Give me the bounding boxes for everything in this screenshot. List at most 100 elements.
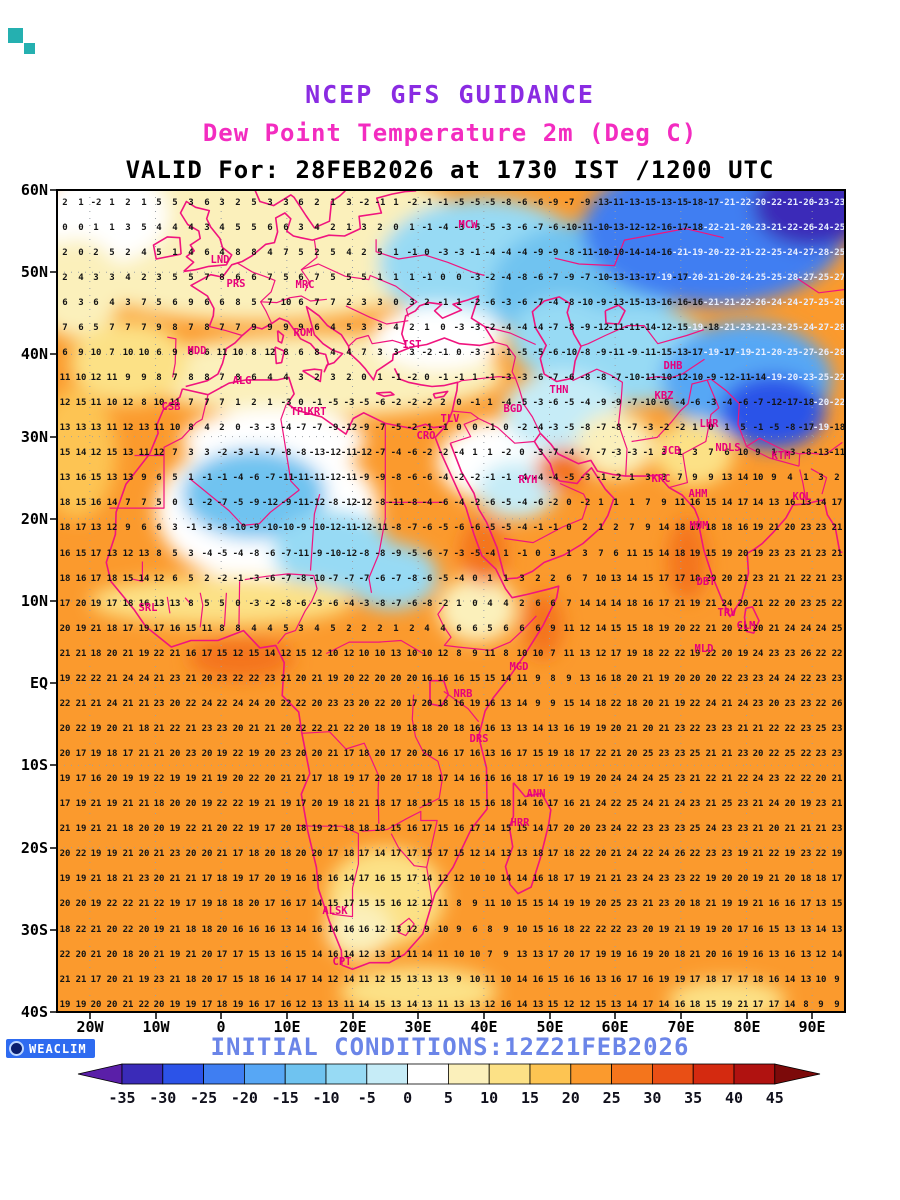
svg-text:8: 8	[156, 549, 161, 559]
svg-text:-22: -22	[829, 398, 845, 408]
svg-text:17: 17	[233, 849, 244, 859]
svg-text:-10: -10	[561, 223, 577, 233]
svg-text:11: 11	[517, 674, 528, 684]
svg-text:-12: -12	[356, 498, 372, 508]
svg-text:13: 13	[533, 1000, 544, 1010]
svg-text:15: 15	[627, 624, 638, 634]
svg-text:20: 20	[422, 699, 433, 709]
svg-text:20: 20	[312, 699, 323, 709]
svg-text:22: 22	[76, 674, 87, 684]
svg-text:13: 13	[501, 699, 512, 709]
svg-text:-2: -2	[611, 473, 622, 483]
weaclim-logo-text: WEACLIM	[29, 1041, 87, 1056]
svg-text:13: 13	[438, 975, 449, 985]
svg-text:21: 21	[76, 975, 87, 985]
svg-text:22: 22	[233, 824, 244, 834]
svg-text:21: 21	[170, 649, 181, 659]
svg-text:-2: -2	[501, 448, 512, 458]
svg-text:17: 17	[91, 574, 102, 584]
svg-text:-13: -13	[640, 298, 656, 308]
svg-text:23: 23	[328, 699, 339, 709]
svg-text:22: 22	[690, 874, 701, 884]
svg-text:21: 21	[832, 799, 843, 809]
svg-text:-21: -21	[735, 248, 751, 258]
svg-text:13: 13	[580, 649, 591, 659]
svg-text:70E: 70E	[667, 1018, 694, 1036]
svg-text:-6: -6	[548, 398, 559, 408]
svg-text:0: 0	[172, 498, 177, 508]
svg-text:18: 18	[107, 874, 118, 884]
svg-text:1: 1	[93, 223, 98, 233]
svg-text:9: 9	[550, 624, 555, 634]
svg-text:17: 17	[580, 950, 591, 960]
svg-text:5: 5	[172, 273, 177, 283]
svg-text:-2: -2	[359, 198, 370, 208]
svg-text:-15: -15	[624, 298, 640, 308]
svg-text:8: 8	[204, 323, 209, 333]
svg-text:9: 9	[456, 975, 461, 985]
svg-text:20E: 20E	[339, 1018, 366, 1036]
svg-text:18: 18	[643, 649, 654, 659]
svg-text:-8: -8	[501, 198, 512, 208]
svg-text:8: 8	[456, 649, 461, 659]
svg-text:20: 20	[407, 749, 418, 759]
svg-text:7: 7	[708, 448, 713, 458]
svg-text:18: 18	[186, 975, 197, 985]
svg-text:19: 19	[139, 975, 150, 985]
svg-text:7: 7	[219, 373, 224, 383]
svg-text:-10: -10	[561, 348, 577, 358]
svg-text:5: 5	[251, 223, 256, 233]
svg-text:18: 18	[328, 774, 339, 784]
svg-text:6: 6	[472, 624, 477, 634]
svg-text:20: 20	[690, 674, 701, 684]
svg-text:7: 7	[629, 523, 634, 533]
svg-text:19: 19	[186, 1000, 197, 1010]
svg-text:3: 3	[645, 473, 650, 483]
svg-text:-20: -20	[766, 348, 782, 358]
svg-text:-12: -12	[719, 373, 735, 383]
svg-text:15: 15	[485, 674, 496, 684]
svg-text:18: 18	[675, 950, 686, 960]
svg-text:-1: -1	[548, 523, 559, 533]
svg-text:9: 9	[188, 298, 193, 308]
svg-text:19: 19	[738, 849, 749, 859]
svg-text:3: 3	[818, 473, 823, 483]
svg-text:15: 15	[91, 473, 102, 483]
svg-text:-1: -1	[233, 574, 244, 584]
svg-text:24: 24	[611, 774, 622, 784]
svg-text:20: 20	[391, 699, 402, 709]
svg-text:18: 18	[422, 774, 433, 784]
colorbar	[77, 1063, 821, 1085]
svg-text:16: 16	[485, 699, 496, 709]
svg-text:11: 11	[438, 1000, 449, 1010]
svg-text:18: 18	[217, 874, 228, 884]
svg-text:24: 24	[249, 699, 260, 709]
svg-text:22: 22	[769, 749, 780, 759]
svg-text:-11: -11	[309, 473, 325, 483]
svg-text:-5: -5	[438, 574, 449, 584]
svg-text:9: 9	[503, 925, 508, 935]
svg-text:-17: -17	[782, 398, 798, 408]
svg-text:-27: -27	[798, 248, 814, 258]
svg-text:-12: -12	[593, 323, 609, 333]
svg-text:24: 24	[816, 624, 827, 634]
svg-text:12: 12	[265, 348, 276, 358]
svg-text:1: 1	[566, 549, 571, 559]
svg-text:15: 15	[706, 549, 717, 559]
svg-text:9: 9	[424, 925, 429, 935]
svg-text:20: 20	[675, 899, 686, 909]
svg-text:19: 19	[675, 975, 686, 985]
svg-text:13: 13	[107, 473, 118, 483]
svg-text:9: 9	[251, 323, 256, 333]
svg-text:24: 24	[785, 624, 796, 634]
svg-text:23: 23	[186, 749, 197, 759]
svg-text:20: 20	[296, 674, 307, 684]
svg-text:0: 0	[456, 273, 461, 283]
svg-text:-10: -10	[309, 574, 325, 584]
svg-text:1: 1	[330, 198, 335, 208]
svg-text:3: 3	[661, 473, 666, 483]
svg-text:15: 15	[391, 824, 402, 834]
svg-text:22: 22	[281, 699, 292, 709]
svg-text:6: 6	[219, 298, 224, 308]
svg-text:11: 11	[139, 448, 150, 458]
